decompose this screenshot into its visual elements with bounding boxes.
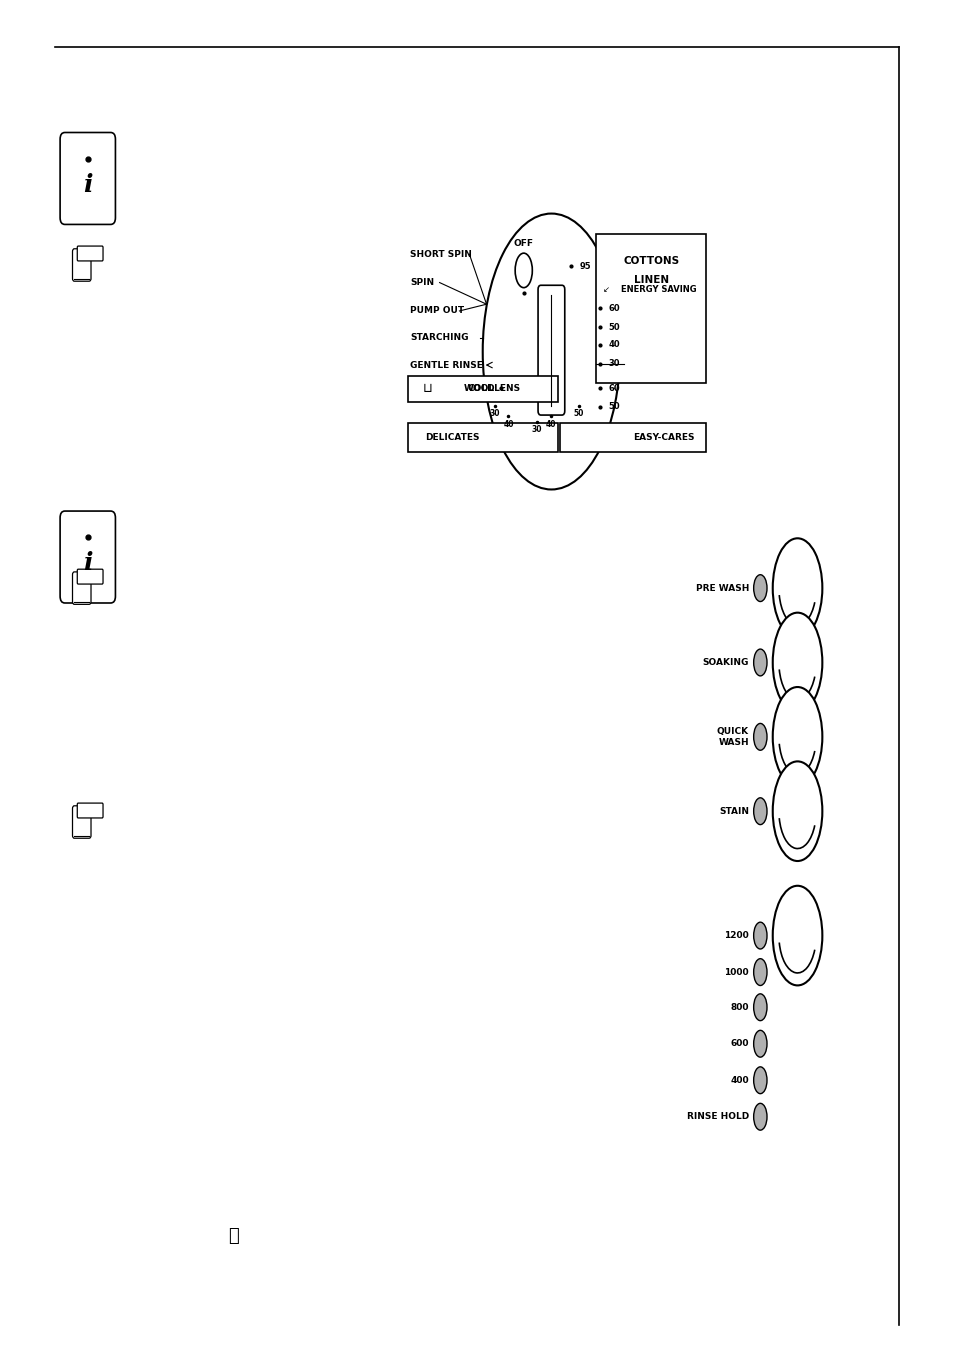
Text: ⊔: ⊔: [422, 383, 432, 395]
Text: i: i: [83, 173, 92, 197]
Ellipse shape: [753, 575, 766, 602]
Ellipse shape: [753, 723, 766, 750]
Text: WOOLLENS: WOOLLENS: [463, 384, 520, 393]
Text: LINEN: LINEN: [633, 274, 668, 285]
FancyBboxPatch shape: [408, 376, 558, 402]
Ellipse shape: [515, 253, 532, 288]
FancyBboxPatch shape: [72, 806, 91, 838]
Text: ✋: ✋: [228, 1226, 239, 1245]
FancyBboxPatch shape: [537, 285, 564, 415]
FancyBboxPatch shape: [72, 249, 91, 281]
Text: 40: 40: [502, 420, 514, 429]
FancyBboxPatch shape: [408, 423, 558, 452]
Text: SHORT SPIN: SHORT SPIN: [410, 250, 472, 258]
Text: 30: 30: [608, 360, 619, 368]
Text: ENERGY SAVING: ENERGY SAVING: [620, 285, 696, 293]
Ellipse shape: [772, 687, 821, 787]
FancyBboxPatch shape: [596, 234, 705, 383]
Text: SPIN: SPIN: [410, 279, 434, 287]
Text: SOAKING: SOAKING: [701, 658, 748, 667]
Text: 1000: 1000: [723, 968, 748, 976]
Ellipse shape: [772, 538, 821, 638]
Text: STARCHING: STARCHING: [410, 334, 468, 342]
FancyBboxPatch shape: [77, 803, 103, 818]
Ellipse shape: [772, 612, 821, 713]
Text: 50: 50: [608, 323, 619, 331]
FancyBboxPatch shape: [60, 132, 115, 224]
Text: 60: 60: [608, 384, 619, 392]
Ellipse shape: [753, 922, 766, 949]
Text: STAIN: STAIN: [719, 807, 748, 815]
Ellipse shape: [753, 1103, 766, 1130]
Text: COTTONS: COTTONS: [622, 256, 679, 266]
Text: OFF: OFF: [514, 239, 533, 247]
Ellipse shape: [482, 214, 619, 489]
Text: GENTLE RINSE: GENTLE RINSE: [410, 361, 482, 369]
Text: EASY-CARES: EASY-CARES: [633, 433, 694, 442]
Ellipse shape: [772, 886, 821, 986]
Text: 400: 400: [729, 1076, 748, 1084]
Text: QUICK
WASH: QUICK WASH: [716, 727, 748, 746]
Ellipse shape: [753, 1030, 766, 1057]
Ellipse shape: [772, 761, 821, 861]
Text: DELICATES: DELICATES: [425, 433, 479, 442]
Text: 95: 95: [579, 262, 591, 270]
Ellipse shape: [753, 994, 766, 1021]
Text: PRE WASH: PRE WASH: [695, 584, 748, 592]
FancyBboxPatch shape: [60, 511, 115, 603]
FancyBboxPatch shape: [77, 569, 103, 584]
Ellipse shape: [753, 959, 766, 986]
Text: 600: 600: [730, 1040, 748, 1048]
Text: RINSE HOLD: RINSE HOLD: [686, 1113, 748, 1121]
Text: 40: 40: [608, 341, 619, 349]
Text: 1200: 1200: [723, 932, 748, 940]
Ellipse shape: [753, 649, 766, 676]
FancyBboxPatch shape: [72, 572, 91, 604]
Ellipse shape: [753, 1067, 766, 1094]
Text: COLD: COLD: [467, 384, 495, 392]
Text: ↙: ↙: [602, 285, 610, 293]
Text: 30: 30: [489, 410, 500, 418]
Text: 800: 800: [730, 1003, 748, 1011]
Ellipse shape: [753, 798, 766, 825]
Text: 40: 40: [545, 420, 557, 429]
Text: 60: 60: [608, 304, 619, 312]
Text: 30: 30: [531, 426, 542, 434]
Text: 50: 50: [574, 410, 583, 418]
Text: PUMP OUT: PUMP OUT: [410, 307, 464, 315]
FancyBboxPatch shape: [559, 423, 705, 452]
Text: 50: 50: [608, 403, 619, 411]
Text: i: i: [83, 552, 92, 576]
FancyBboxPatch shape: [77, 246, 103, 261]
